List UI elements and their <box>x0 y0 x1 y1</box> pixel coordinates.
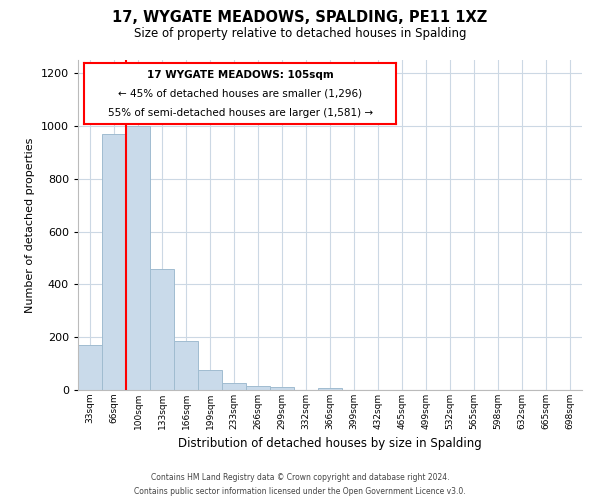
Bar <box>246 386 270 390</box>
Text: Contains public sector information licensed under the Open Government Licence v3: Contains public sector information licen… <box>134 486 466 496</box>
Bar <box>174 341 198 390</box>
Text: ← 45% of detached houses are smaller (1,296): ← 45% of detached houses are smaller (1,… <box>118 88 362 98</box>
Y-axis label: Number of detached properties: Number of detached properties <box>25 138 35 312</box>
Text: 55% of semi-detached houses are larger (1,581) →: 55% of semi-detached houses are larger (… <box>107 108 373 118</box>
Bar <box>222 384 246 390</box>
Text: 17 WYGATE MEADOWS: 105sqm: 17 WYGATE MEADOWS: 105sqm <box>147 70 334 80</box>
Text: 17, WYGATE MEADOWS, SPALDING, PE11 1XZ: 17, WYGATE MEADOWS, SPALDING, PE11 1XZ <box>112 10 488 25</box>
Bar <box>102 134 126 390</box>
Bar <box>150 268 174 390</box>
Bar <box>270 388 294 390</box>
Text: Size of property relative to detached houses in Spalding: Size of property relative to detached ho… <box>134 28 466 40</box>
Bar <box>198 370 222 390</box>
Bar <box>78 345 102 390</box>
Text: Contains HM Land Registry data © Crown copyright and database right 2024.: Contains HM Land Registry data © Crown c… <box>151 473 449 482</box>
Bar <box>318 388 342 390</box>
X-axis label: Distribution of detached houses by size in Spalding: Distribution of detached houses by size … <box>178 438 482 450</box>
Bar <box>126 126 150 390</box>
